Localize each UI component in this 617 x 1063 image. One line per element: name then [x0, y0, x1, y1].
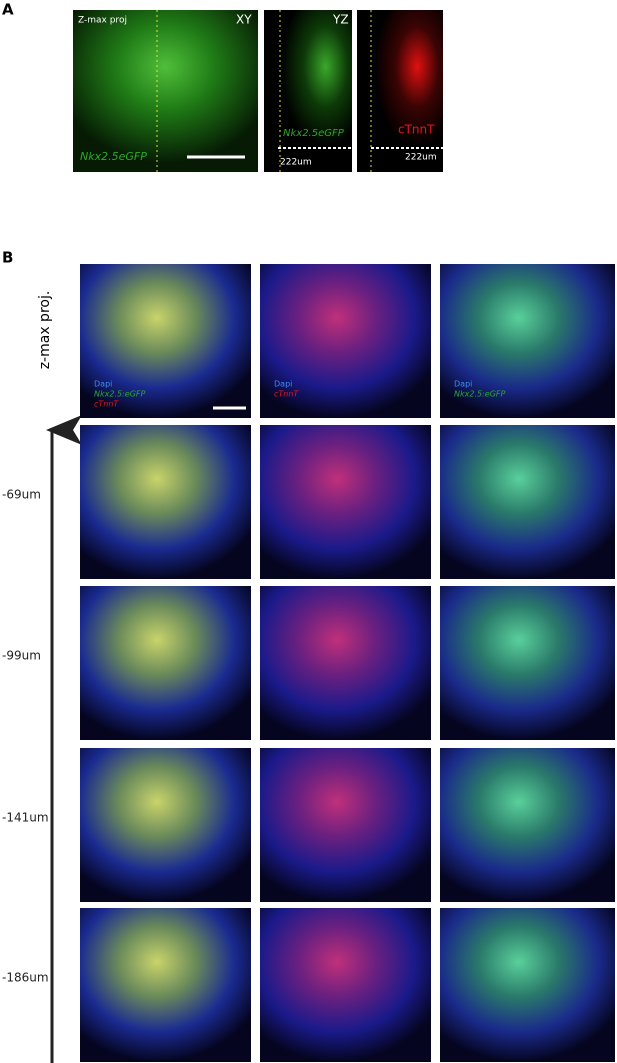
- legend-label: Nkx2.5:eGFP: [454, 390, 505, 399]
- legend-label: Dapi: [94, 380, 112, 389]
- scale-label: 222um: [405, 153, 437, 163]
- panel-grid: DapiNkx2.5:eGFPcTnnTDapicTnnTDapiNkx2.5:…: [2, 264, 615, 1062]
- micrograph: [260, 425, 431, 579]
- micrograph: [260, 264, 431, 418]
- view-label: XY: [236, 13, 252, 27]
- panel-label: B: [2, 249, 13, 267]
- scale-label: 222um: [280, 158, 312, 168]
- micrograph: [80, 908, 251, 1062]
- legend-label: cTnnT: [94, 400, 119, 409]
- depth-label: -141um: [2, 811, 49, 825]
- micrograph: [440, 425, 615, 579]
- depth-label: -99um: [2, 649, 41, 663]
- channel-label: cTnnT: [398, 123, 435, 137]
- micrograph: [440, 264, 615, 418]
- micrograph: [440, 586, 615, 740]
- micrograph: [80, 748, 251, 902]
- legend-label: Dapi: [454, 380, 472, 389]
- micrograph: [260, 586, 431, 740]
- yz-green-image: [264, 10, 352, 172]
- yz-red-image: [357, 10, 443, 172]
- image-header: Z-max proj: [78, 16, 127, 26]
- legend-label: cTnnT: [274, 390, 299, 399]
- micrograph: [260, 748, 431, 902]
- micrograph: [80, 586, 251, 740]
- view-label: YZ: [332, 13, 349, 27]
- depth-label: -186um: [2, 971, 49, 985]
- legend-label: Nkx2.5:eGFP: [94, 390, 145, 399]
- micrograph: [80, 425, 251, 579]
- panel-label: A: [2, 1, 14, 19]
- xy-image: [73, 10, 258, 172]
- depth-label: -69um: [2, 488, 41, 502]
- axis-label: z-max proj.: [37, 291, 53, 370]
- micrograph: [440, 908, 615, 1062]
- legend-label: Dapi: [274, 380, 292, 389]
- micrograph: [260, 908, 431, 1062]
- channel-label: Nkx2.5eGFP: [283, 128, 345, 139]
- channel-label: Nkx2.5eGFP: [80, 150, 147, 163]
- micrograph: [440, 748, 615, 902]
- micrograph: [80, 264, 251, 418]
